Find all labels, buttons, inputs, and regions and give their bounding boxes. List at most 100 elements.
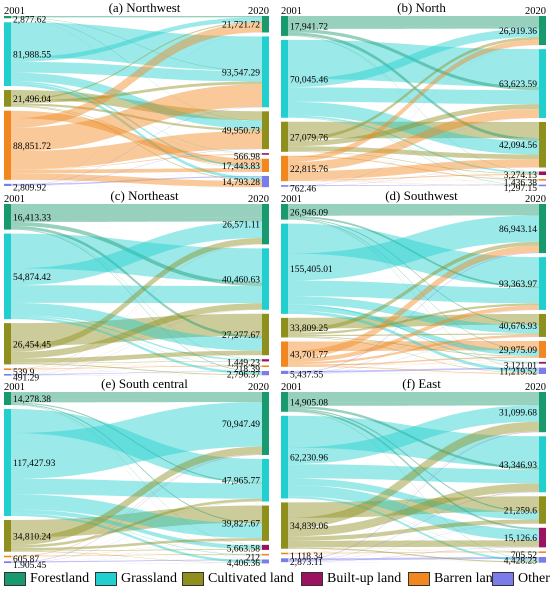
flow-group xyxy=(288,204,539,374)
flow-ribbon xyxy=(288,415,539,468)
flow-ribbon xyxy=(11,84,262,152)
node-bar-left xyxy=(4,561,11,564)
node-bar-right xyxy=(262,175,269,188)
node-bar-right xyxy=(539,49,546,118)
flow-ribbon xyxy=(11,513,262,563)
flow-ribbon xyxy=(11,72,262,129)
flow-ribbon xyxy=(11,105,262,181)
node-bar-right xyxy=(539,436,546,493)
legend-item-barren: Barren land xyxy=(408,568,500,590)
flow-ribbon xyxy=(11,168,262,174)
panel-2: (b) North 2001 2020 17,941.72 70,045.46 27,07… xyxy=(281,0,546,195)
panel-title: (d) Southwest xyxy=(385,188,458,203)
node-bar-left xyxy=(281,370,288,374)
flow-ribbon xyxy=(288,310,539,373)
node-bar-left xyxy=(4,183,11,186)
flow-ribbon xyxy=(11,16,262,18)
flow-ribbon xyxy=(11,173,262,188)
node-bar-left xyxy=(281,155,288,182)
flow-group xyxy=(11,16,262,188)
node-label-right: 17,443.83 xyxy=(222,162,260,172)
left-year-label: 2001 xyxy=(281,6,302,17)
legend-label-other: Other xyxy=(518,571,550,586)
node-label-left: 81,988.55 xyxy=(13,51,51,61)
flow-ribbon xyxy=(288,117,539,186)
flow-ribbon xyxy=(288,392,539,403)
flow-ribbon xyxy=(288,421,539,528)
flow-ribbon xyxy=(11,315,262,361)
flow-ribbon xyxy=(11,32,262,186)
flow-ribbon xyxy=(288,523,539,562)
node-label-left: 27,079.76 xyxy=(290,133,328,143)
flow-ribbon xyxy=(288,16,539,27)
flow-ribbon xyxy=(11,494,262,539)
node-label-right: 705.52 xyxy=(511,551,537,561)
flow-ribbon xyxy=(11,365,262,369)
flow-ribbon xyxy=(11,363,262,376)
flow-ribbon xyxy=(11,175,262,186)
flow-ribbon xyxy=(288,241,539,333)
node-label-left: 21,496.04 xyxy=(13,95,51,105)
node-bar-right xyxy=(262,553,269,556)
node-bar-left xyxy=(4,233,11,320)
flow-ribbon xyxy=(11,309,262,370)
flow-ribbon xyxy=(288,245,539,359)
flow-ribbon xyxy=(288,547,539,553)
flow-ribbon xyxy=(11,409,262,483)
flow-ribbon xyxy=(11,551,262,564)
flow-ribbon xyxy=(11,549,262,552)
legend-label-grassland: Grassland xyxy=(121,571,177,586)
node-bar-left xyxy=(4,323,11,365)
left-year-label: 2001 xyxy=(281,194,302,205)
flow-ribbon xyxy=(11,316,262,375)
panel-6: (f) East 2001 2020 14,905.08 62,230.96 34,839… xyxy=(281,376,546,568)
node-label-right: 40,460.63 xyxy=(222,276,260,286)
flow-ribbon xyxy=(11,110,262,167)
flow-ribbon xyxy=(11,131,262,170)
flow-ribbon xyxy=(11,313,262,346)
flow-ribbon xyxy=(11,354,262,370)
legend-swatch-barren xyxy=(408,572,430,586)
flow-ribbon xyxy=(11,81,262,104)
flow-ribbon xyxy=(288,367,539,373)
flow-ribbon xyxy=(288,218,539,351)
flow-ribbon xyxy=(288,218,539,363)
flow-ribbon xyxy=(11,402,262,484)
right-year-label: 2020 xyxy=(525,194,546,205)
node-label-left: 117,427.93 xyxy=(13,459,56,469)
node-label-left: 26,946.09 xyxy=(290,208,328,218)
flow-ribbon xyxy=(11,398,262,403)
flow-ribbon xyxy=(288,104,539,147)
flow-ribbon xyxy=(11,217,262,222)
flow-ribbon xyxy=(11,509,262,550)
node-bar-left xyxy=(281,39,288,118)
flow-ribbon xyxy=(288,121,539,139)
flow-ribbon xyxy=(288,146,539,160)
flow-ribbon xyxy=(11,369,262,376)
flow-ribbon xyxy=(11,371,262,375)
flow-ribbon xyxy=(288,363,539,374)
flow-ribbon xyxy=(11,81,262,168)
node-bar-right xyxy=(539,204,546,254)
node-label-left: 2,873.11 xyxy=(290,558,323,568)
flow-ribbon xyxy=(288,334,539,365)
node-bar-left xyxy=(4,22,11,86)
flow-ribbon xyxy=(288,151,539,186)
node-label-left: 762.46 xyxy=(290,185,316,195)
flow-ribbon xyxy=(288,554,539,563)
flow-ribbon xyxy=(288,150,539,175)
node-label-right: 212 xyxy=(246,553,261,563)
flow-ribbon xyxy=(288,546,539,555)
flow-ribbon xyxy=(11,513,262,556)
flow-ribbon xyxy=(11,403,262,524)
flow-ribbon xyxy=(11,244,262,370)
flow-ribbon xyxy=(288,356,539,367)
node-label-left: 2,809.92 xyxy=(13,183,47,193)
node-bar-left xyxy=(281,121,288,152)
flow-ribbon xyxy=(11,18,262,154)
node-label-right: 1,436.38 xyxy=(504,179,538,189)
legend-swatch-forestland xyxy=(4,572,26,586)
node-bar-right xyxy=(539,313,546,337)
flow-ribbon xyxy=(11,61,262,82)
flow-ribbon xyxy=(288,155,539,180)
